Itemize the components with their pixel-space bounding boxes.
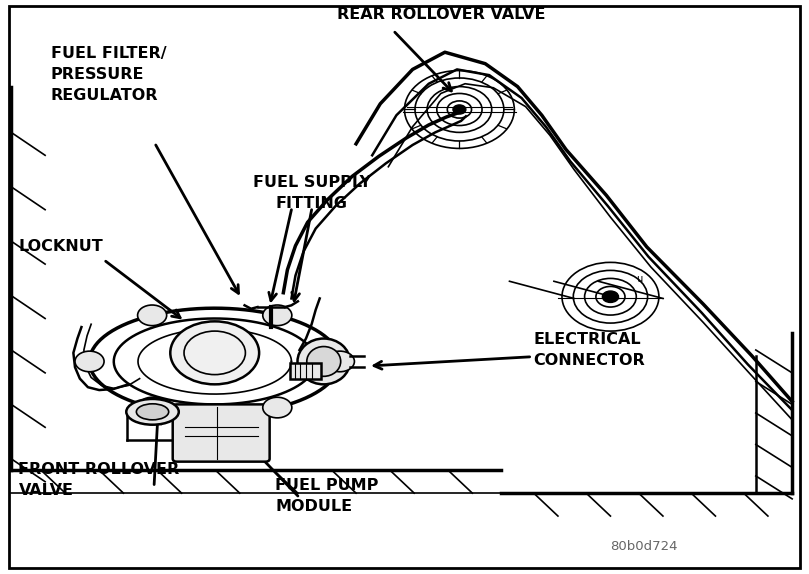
Circle shape [453,105,466,114]
Text: ELECTRICAL: ELECTRICAL [534,332,642,347]
Circle shape [603,291,619,302]
Text: FUEL FILTER/: FUEL FILTER/ [51,46,167,61]
Text: FUEL PUMP: FUEL PUMP [275,478,379,493]
Text: FITTING: FITTING [276,196,348,211]
Text: 80b0d724: 80b0d724 [611,540,678,553]
Text: REGULATOR: REGULATOR [51,88,159,103]
Text: PRESSURE: PRESSURE [51,67,144,82]
Circle shape [325,351,354,372]
Text: FRONT ROLLOVER: FRONT ROLLOVER [19,462,180,477]
Text: VALVE: VALVE [19,483,74,498]
Text: u: u [637,274,642,285]
Circle shape [170,321,259,385]
Ellipse shape [298,339,350,385]
Text: MODULE: MODULE [275,499,353,514]
Circle shape [75,351,104,372]
FancyBboxPatch shape [172,405,269,461]
Circle shape [263,397,292,418]
Ellipse shape [126,399,179,425]
Circle shape [138,305,167,325]
Text: REAR ROLLOVER VALVE: REAR ROLLOVER VALVE [337,7,545,22]
Bar [290,363,320,379]
Circle shape [263,305,292,325]
Ellipse shape [137,404,169,420]
Text: CONNECTOR: CONNECTOR [534,354,646,369]
Text: FUEL SUPPLY: FUEL SUPPLY [252,174,371,189]
Text: LOCKNUT: LOCKNUT [19,239,104,254]
Circle shape [138,397,167,418]
Ellipse shape [307,347,341,377]
